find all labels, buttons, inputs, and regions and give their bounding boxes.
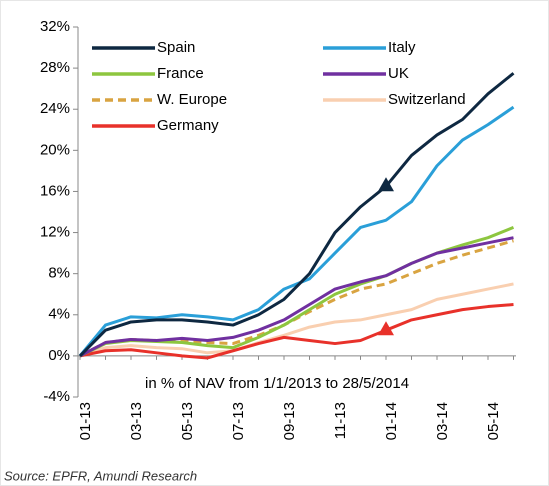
- x-tick-label: 09-13: [281, 402, 298, 440]
- series-line: [78, 72, 515, 357]
- x-tick-label: 03-14: [434, 402, 451, 440]
- legend-label: Spain: [157, 39, 195, 56]
- annotation: in % of NAV from 1/1/2013 to 28/5/2014: [145, 375, 409, 392]
- y-tick-label: 4%: [48, 306, 70, 323]
- legend-label: W. Europe: [157, 91, 227, 108]
- series-line: [78, 105, 515, 357]
- x-tick-label: 11-13: [332, 402, 349, 439]
- marker: [378, 177, 394, 192]
- series-line: [79, 303, 514, 360]
- y-tick-label: 24%: [40, 100, 70, 117]
- y-tick-label: 16%: [40, 182, 70, 199]
- marker: [378, 321, 394, 336]
- y-tick-label: 28%: [40, 59, 70, 76]
- y-tick-label: 12%: [40, 224, 70, 241]
- source: Source: EPFR, Amundi Research: [4, 468, 197, 483]
- series-line: [79, 236, 514, 358]
- y-tick-label: 0%: [48, 347, 70, 364]
- legend-label: Switzerland: [388, 91, 466, 108]
- y-tick-label: 8%: [48, 265, 70, 282]
- legend-label: Germany: [157, 117, 219, 134]
- legend-label: France: [157, 65, 204, 82]
- y-tick-label: 20%: [40, 141, 70, 158]
- x-tick-label: 03-13: [128, 402, 145, 440]
- y-tick-label: 32%: [40, 18, 70, 35]
- x-tick-label: 01-14: [383, 402, 400, 440]
- y-tick-label: -4%: [43, 388, 70, 405]
- x-tick-label: 07-13: [230, 402, 247, 440]
- x-tick-label: 01-13: [77, 402, 94, 440]
- x-tick-label: 05-14: [485, 402, 502, 440]
- series-line: [79, 282, 514, 358]
- legend-label: Italy: [388, 39, 416, 56]
- x-tick-label: 05-13: [179, 402, 196, 440]
- legend-label: UK: [388, 65, 409, 82]
